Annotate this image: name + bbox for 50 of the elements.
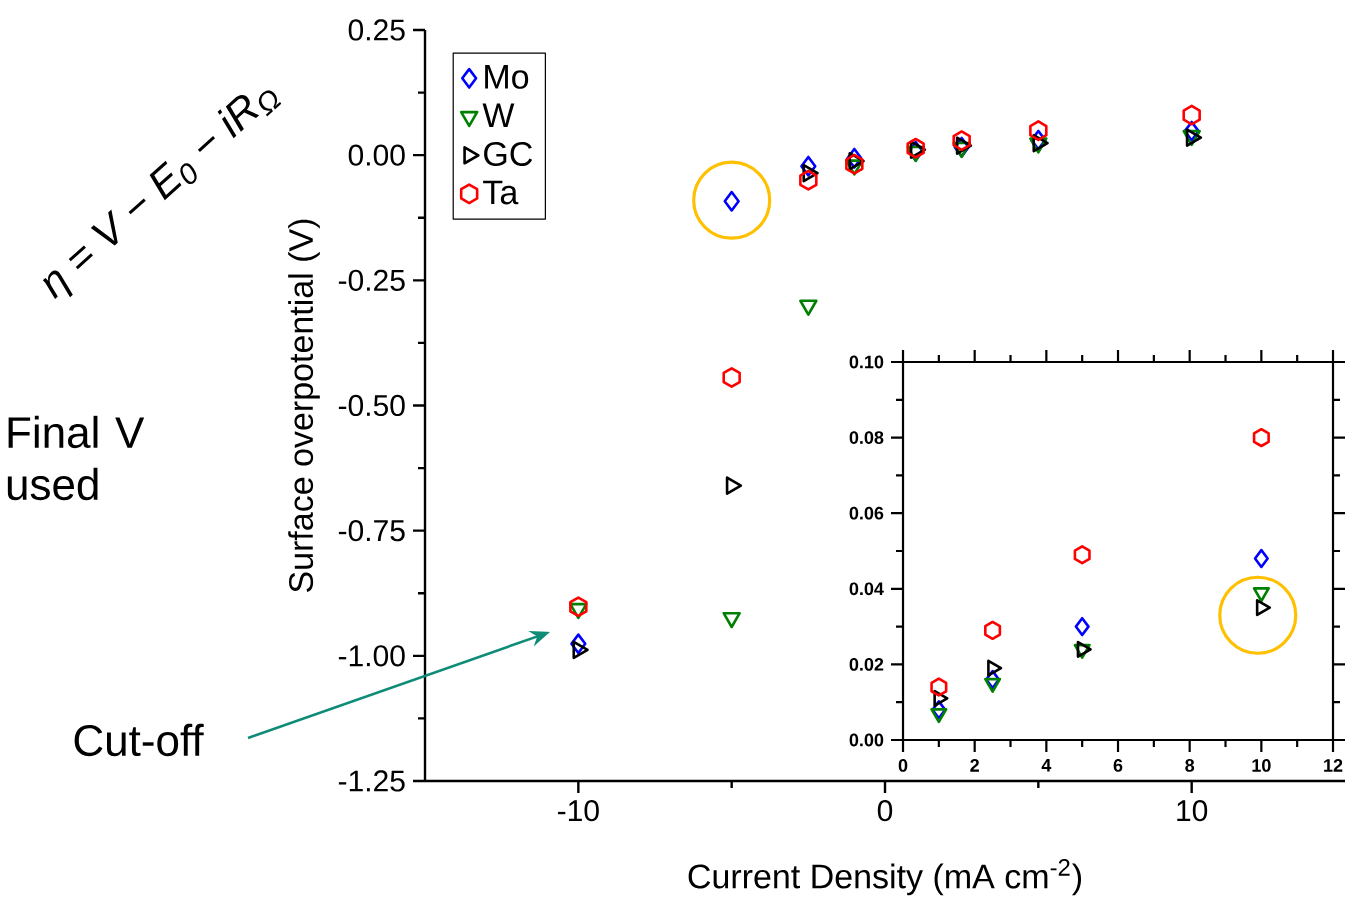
point — [845, 153, 864, 175]
point — [1253, 548, 1269, 569]
point — [572, 640, 589, 660]
point — [984, 620, 1002, 641]
y-tick-label: -1.00 — [338, 645, 405, 667]
point — [722, 611, 741, 629]
y-tick-label: -0.25 — [338, 269, 405, 291]
point — [1182, 104, 1201, 126]
y-tick-label: 0.00 — [348, 144, 405, 166]
y-tick-label: 0.08 — [849, 431, 884, 444]
y-tick-label: 0.00 — [849, 733, 884, 747]
x-tick-label: 2 — [970, 759, 979, 772]
point — [1073, 545, 1091, 565]
point — [984, 677, 1002, 693]
point — [722, 366, 741, 388]
x-tick-label: 8 — [1185, 759, 1195, 772]
point — [1074, 616, 1090, 637]
x-tick-label: 10 — [1177, 800, 1208, 822]
point — [952, 130, 971, 152]
point — [987, 659, 1003, 677]
point — [930, 677, 948, 697]
y-tick-label: 0.06 — [849, 506, 884, 520]
text: η = V − E$_{0}$ − iR$_{Ω}$ — [42, 90, 282, 300]
legend-label: GC — [484, 141, 533, 166]
y-tick-label: -0.75 — [338, 520, 405, 542]
text: Final V used — [7, 415, 145, 501]
point — [799, 299, 818, 316]
y-tick-label: -1.25 — [338, 770, 405, 792]
legend-label: W — [482, 103, 515, 127]
x-tick-label: 12 — [1324, 759, 1343, 772]
x-tick-label: 10 — [1252, 759, 1271, 772]
x-tick-label: -10 — [557, 800, 599, 822]
y-tick-label: -0.50 — [338, 394, 405, 417]
x-axis-title: Current Density (mA cm$^{-2}$) — [688, 859, 1082, 896]
y-tick-label: 0.10 — [849, 355, 884, 369]
x-tick-label: 0 — [898, 759, 908, 772]
text: Cut-off — [74, 723, 204, 757]
x-tick-label: 4 — [1041, 759, 1052, 772]
point — [799, 169, 818, 191]
y-tick-label: 0.04 — [849, 582, 884, 596]
y-tick-label: 0.25 — [348, 19, 405, 41]
y-tick-label: 0.02 — [849, 658, 884, 671]
point — [1252, 427, 1270, 448]
legend-label: Ta — [483, 180, 519, 205]
point — [1029, 120, 1048, 142]
legend-label: Mo — [485, 65, 529, 89]
x-tick-label: 0 — [877, 800, 893, 822]
point — [569, 596, 588, 618]
x-tick-label: 6 — [1113, 759, 1123, 772]
y-axis-title: Surface overpotential (V) — [288, 219, 320, 592]
